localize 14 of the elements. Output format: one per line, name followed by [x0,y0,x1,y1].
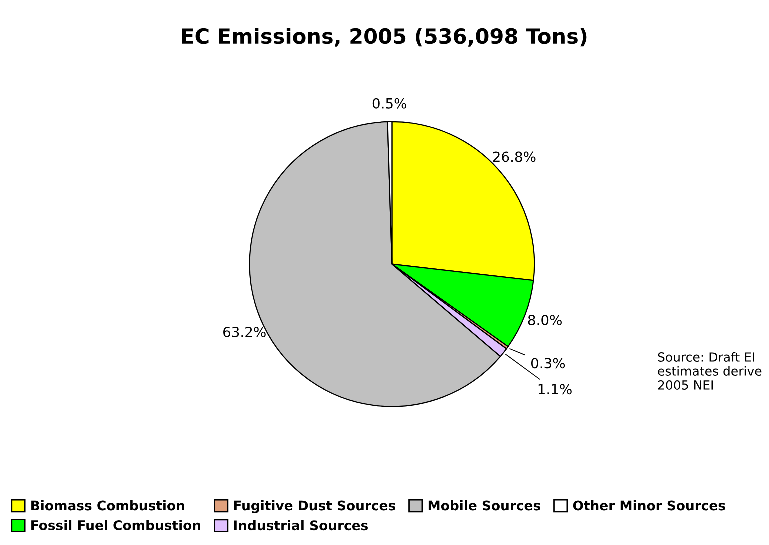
source-note: Source: Draft EI estimates derive 2005 NEI [658,352,762,390]
data-label: 0.3% [531,358,566,369]
legend-label: Biomass Combustion [32,500,184,511]
chart-title: EC Emissions, 2005 (536,098 Tons) [182,28,587,47]
data-label: 1.1% [538,384,572,395]
data-label: 26.8% [493,152,536,162]
legend-label: Fugitive Dust Sources [234,500,396,514]
legend-label: Industrial Sources [234,520,368,531]
data-label: 0.5% [372,98,406,109]
legend-label: Other Minor Sources [573,500,726,511]
data-label: 8.0% [528,314,562,326]
legend-label: Mobile Sources [428,500,540,511]
data-label: 63.2% [224,326,266,338]
legend-label: Fossil Fuel Combustion [32,520,200,530]
